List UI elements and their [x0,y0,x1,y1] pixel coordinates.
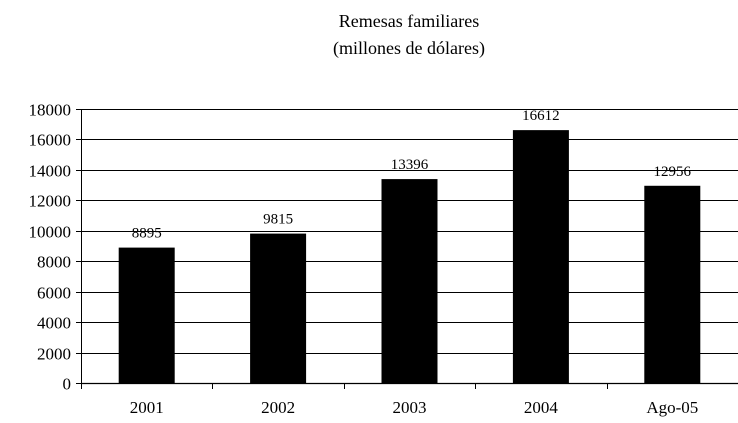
x-tick-label: 2003 [393,398,427,417]
bar [644,185,701,383]
y-tick-label: 12000 [29,192,72,211]
chart-subtitle: (millones de dólares) [333,38,485,58]
data-label: 16612 [522,108,560,124]
gridlines [81,109,738,354]
bar [118,247,175,383]
y-tick-label: 18000 [29,101,72,120]
chart-title: Remesas familiares [338,11,480,31]
y-tick-label: 10000 [29,223,72,242]
y-tick-label: 14000 [29,162,72,181]
data-label: 9815 [263,212,293,228]
y-tick-label: 0 [63,375,72,394]
y-tick-label: 4000 [37,314,71,333]
labels: 0 2000 4000 6000 8000 10000 12000 14000 16000 180… [29,101,699,418]
y-tick-label: 8000 [37,253,71,272]
x-tick-label: 2002 [261,398,295,417]
bar [381,179,438,383]
bar [250,233,307,383]
data-label: 13396 [391,157,429,173]
x-tick-label: 2001 [130,398,164,417]
y-tick-label: 16000 [29,131,72,150]
axes [76,109,738,389]
bars [118,130,701,383]
data-label: 12956 [654,164,692,180]
chart-title-block: Remesas familiares (millones de dólares) [40,8,738,62]
bar [512,130,569,383]
data-label: 8895 [132,226,162,242]
y-tick-label: 2000 [37,345,71,364]
y-tick-label: 6000 [37,284,71,303]
x-tick-label: Ago-05 [646,398,698,417]
x-tick-label: 2004 [524,398,559,417]
